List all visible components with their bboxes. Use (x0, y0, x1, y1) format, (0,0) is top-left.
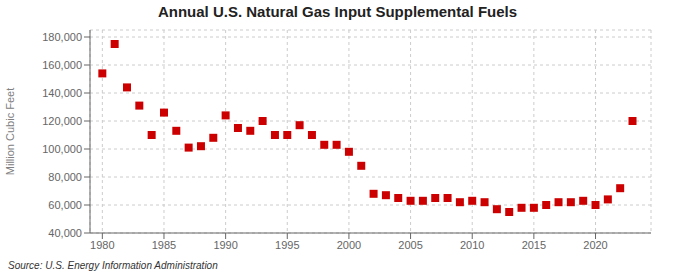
svg-text:2020: 2020 (583, 239, 607, 251)
svg-text:160,000: 160,000 (42, 59, 82, 71)
svg-text:Million Cubic Feet: Million Cubic Feet (8, 88, 16, 175)
svg-text:1995: 1995 (275, 239, 299, 251)
svg-text:180,000: 180,000 (42, 31, 82, 43)
svg-text:120,000: 120,000 (42, 115, 82, 127)
svg-text:100,000: 100,000 (42, 143, 82, 155)
svg-text:80,000: 80,000 (48, 171, 82, 183)
html-text:Annual U.S. Natural Gas Input: Annual U.S. Natural Gas Input Supplement… (157, 3, 518, 20)
svg-text:60,000: 60,000 (48, 199, 82, 211)
svg-text:1985: 1985 (152, 239, 176, 251)
svg-text:140,000: 140,000 (42, 87, 82, 99)
html-text:Source: U.S. Energy Informatio: Source: U.S. Energy Information Administ… (8, 260, 218, 271)
svg-text:2010: 2010 (460, 239, 484, 251)
svg-text:1990: 1990 (213, 239, 237, 251)
svg-text:2000: 2000 (337, 239, 361, 251)
svg-text:2005: 2005 (398, 239, 422, 251)
svg-text:2015: 2015 (522, 239, 546, 251)
svg-text:1980: 1980 (90, 239, 114, 251)
svg-text:40,000: 40,000 (48, 227, 82, 239)
